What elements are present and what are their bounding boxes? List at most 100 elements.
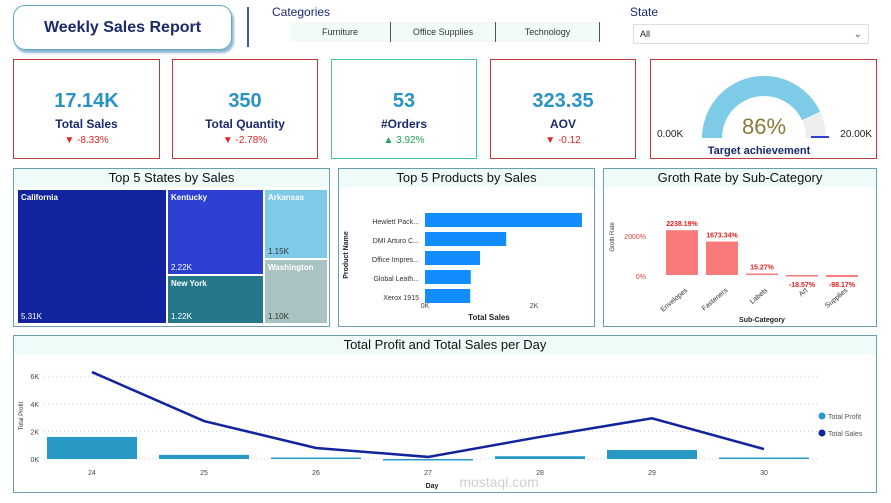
gauge-card: 86% 0.00K 20.00K Target achievement [650,59,877,159]
arrow-up-icon: ▲ [383,135,394,146]
gauge-min: 0.00K [657,129,683,140]
y-axis-label: Total Profit [19,402,25,431]
gauge-label: Target achievement [708,145,811,157]
x-tick: 0K [421,303,430,310]
profit-bar [719,457,809,459]
x-tick: 25 [200,470,208,477]
x-tick: 30 [760,470,768,477]
chevron-down-icon: ⌄ [853,28,862,40]
bar [425,232,507,246]
kpi-label: AOV [549,117,576,131]
profit-bar [271,457,361,459]
x-tick: Fasteners [701,287,730,313]
bar [826,275,858,277]
data-label: 15.27% [750,265,775,272]
profit-bar [383,459,473,461]
kpi-delta: ▲ 3.92% [383,135,425,146]
categories-label: Categories [272,5,331,19]
y-tick: Office Impres... [372,257,419,264]
state-dropdown[interactable]: All ⌄ [633,24,869,44]
growth-panel: Groth Rate by Sub-Category Groth Rate 20… [603,168,877,327]
profit-bar [159,454,249,459]
x-tick: 26 [312,470,320,477]
bar [425,251,481,265]
x-tick: 27 [424,470,432,477]
y-tick: DMI Arturo C... [373,238,419,245]
kpi-total-sales: 17.14K Total Sales ▼ -8.33% [13,59,160,159]
profit-bar [495,456,585,459]
kpi-label: Total Quantity [205,117,285,131]
kpi-value: 323.35 [532,90,594,112]
bar [425,289,471,303]
x-tick: 24 [88,470,96,477]
kpi-total-quantity: 350 Total Quantity ▼ -2.78% [172,59,318,159]
x-tick: 2K [530,303,539,310]
sales-line [91,370,765,459]
bar [706,241,738,275]
kpi-delta: ▼ -2.78% [222,135,268,146]
legend-label: Total Sales [828,431,863,438]
y-tick: 2000% [624,234,646,241]
x-tick: Envelopes [660,287,690,314]
treemap-arkansas[interactable]: Arkansas 1.15K [264,189,328,259]
y-axis-label: Product Name [343,231,350,279]
x-tick: 28 [536,470,544,477]
y-axis-label: Groth Rate [610,222,616,252]
category-office-supplies[interactable]: Office Supplies [391,22,496,42]
gauge-value: 86% [742,114,786,139]
treemap-title: Top 5 States by Sales [14,169,329,187]
profit-bar [607,450,697,459]
arrow-down-icon: ▼ [545,135,556,146]
kpi-delta: ▼ -0.12 [545,135,581,146]
y-tick: 0K [30,457,39,464]
bar [666,230,698,275]
profit-sales-title: Total Profit and Total Sales per Day [14,336,876,354]
y-tick: Hewlett Pack... [372,219,419,226]
legend-marker [818,412,826,420]
growth-title: Groth Rate by Sub-Category [604,169,876,187]
kpi-label: Total Sales [55,117,118,131]
kpi-aov: 323.35 AOV ▼ -0.12 [490,59,636,159]
bar [425,213,582,227]
treemap-california[interactable]: California 5.31K [17,189,167,324]
bar [746,273,778,275]
category-technology[interactable]: Technology [496,22,600,42]
x-tick: 29 [648,470,656,477]
treemap-kentucky[interactable]: Kentucky 2.22K [167,189,264,275]
state-value: All [640,29,651,39]
x-tick: Art [798,287,809,298]
bar [425,270,471,284]
y-tick: 2K [30,429,39,436]
kpi-value: 53 [392,90,416,112]
gauge-max: 20.00K [840,129,872,140]
x-axis-label: Sub-Category [739,317,785,324]
report-title: Weekly Sales Report [13,5,232,50]
gauge-fill [702,76,821,138]
treemap-new-york[interactable]: New York 1.22K [167,275,264,324]
kpi-value: 350 [228,90,262,112]
y-tick: Xerox 1915 [383,295,419,302]
divider [247,7,249,47]
category-furniture[interactable]: Furniture [290,22,391,42]
kpi-delta: ▼ -8.33% [64,135,109,146]
treemap-washington[interactable]: Washington 1.10K [264,259,328,324]
x-tick: Supplies [824,287,849,310]
kpi-label: #Orders [380,117,428,131]
arrow-down-icon: ▼ [64,135,75,146]
state-label: State [630,5,659,19]
watermark: mostaql.com [459,474,538,490]
y-tick: 6K [30,374,39,381]
profit-bar [47,436,137,459]
data-label: -18.57% [789,282,816,289]
products-panel: Top 5 Products by Sales Product Name Tot… [338,168,595,327]
kpi-orders: 53 #Orders ▲ 3.92% [331,59,477,159]
data-label: 2238.19% [666,221,698,228]
x-tick: Labels [749,287,770,306]
y-tick: Global Leath... [373,276,419,283]
y-tick: 4K [30,402,39,409]
bar [786,275,818,277]
legend-marker [818,429,826,437]
data-label: 1673.34% [706,233,738,240]
products-title: Top 5 Products by Sales [339,169,594,187]
x-axis-label: Total Sales [468,313,510,322]
